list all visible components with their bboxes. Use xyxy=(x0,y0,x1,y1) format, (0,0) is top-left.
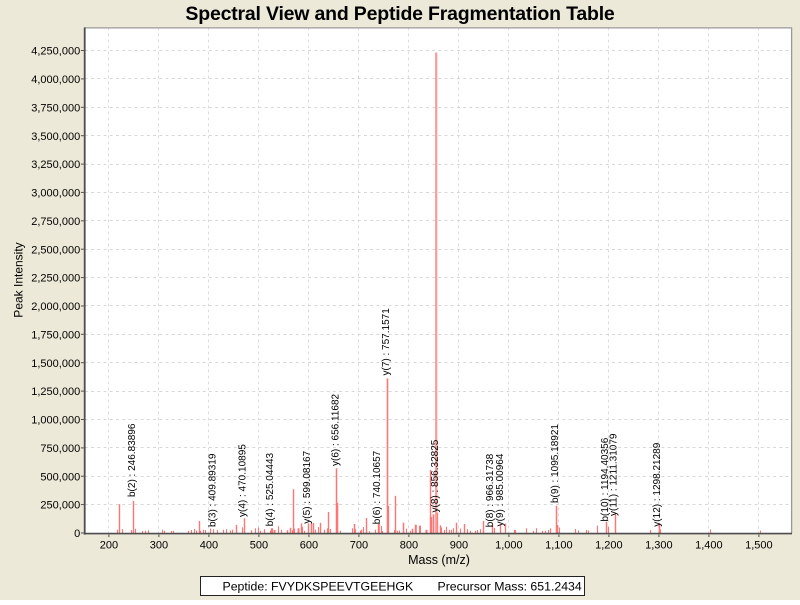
svg-text:4,000,000: 4,000,000 xyxy=(31,74,80,86)
svg-text:3,000,000: 3,000,000 xyxy=(31,188,80,200)
svg-text:3,500,000: 3,500,000 xyxy=(31,131,80,143)
svg-text:y(8) : 856.32825: y(8) : 856.32825 xyxy=(430,439,441,512)
svg-text:1,750,000: 1,750,000 xyxy=(31,329,80,341)
svg-text:y(11) : 1211.31079: y(11) : 1211.31079 xyxy=(609,433,620,516)
svg-text:1,500,000: 1,500,000 xyxy=(31,358,80,370)
svg-text:1,400: 1,400 xyxy=(695,539,723,551)
svg-text:1,100: 1,100 xyxy=(545,539,573,551)
svg-text:2,500,000: 2,500,000 xyxy=(31,244,80,256)
svg-text:Precursor Mass: 651.2434: Precursor Mass: 651.2434 xyxy=(438,580,582,594)
svg-text:Spectral View and Peptide Frag: Spectral View and Peptide Fragmentation … xyxy=(185,3,614,25)
svg-text:400: 400 xyxy=(200,539,218,551)
svg-text:0: 0 xyxy=(74,528,80,540)
svg-text:250,000: 250,000 xyxy=(40,500,80,512)
svg-text:y(7) : 757.1571: y(7) : 757.1571 xyxy=(381,308,392,376)
svg-text:Mass (m/z): Mass (m/z) xyxy=(408,553,470,567)
svg-text:Peptide: FVYDKSPEEVTGEEHGK: Peptide: FVYDKSPEEVTGEEHGK xyxy=(223,580,414,594)
svg-text:700: 700 xyxy=(350,539,368,551)
svg-text:b(8) : 966.31738: b(8) : 966.31738 xyxy=(485,453,496,527)
svg-text:300: 300 xyxy=(150,539,168,551)
svg-text:500: 500 xyxy=(250,539,268,551)
svg-text:y(4) : 470.10895: y(4) : 470.10895 xyxy=(238,444,249,517)
svg-text:3,750,000: 3,750,000 xyxy=(31,102,80,114)
svg-text:500,000: 500,000 xyxy=(40,471,80,483)
svg-text:800: 800 xyxy=(400,539,418,551)
svg-text:b(2) : 246.83896: b(2) : 246.83896 xyxy=(127,423,138,497)
svg-text:4,250,000: 4,250,000 xyxy=(31,46,80,58)
svg-text:1,500: 1,500 xyxy=(745,539,773,551)
svg-text:b(4) : 525.04443: b(4) : 525.04443 xyxy=(265,452,276,526)
svg-text:b(6) : 740.10657: b(6) : 740.10657 xyxy=(372,450,383,524)
svg-text:y(6) : 656.11682: y(6) : 656.11682 xyxy=(330,393,341,466)
svg-text:1,250,000: 1,250,000 xyxy=(31,386,80,398)
svg-text:900: 900 xyxy=(450,539,468,551)
svg-text:1,000,000: 1,000,000 xyxy=(31,415,80,427)
svg-text:3,250,000: 3,250,000 xyxy=(31,159,80,171)
svg-text:y(5) : 599.08167: y(5) : 599.08167 xyxy=(302,450,313,523)
svg-text:1,000: 1,000 xyxy=(495,539,523,551)
svg-text:y(9) : 985.00964: y(9) : 985.00964 xyxy=(495,453,506,526)
svg-text:1,200: 1,200 xyxy=(595,539,623,551)
svg-text:2,750,000: 2,750,000 xyxy=(31,216,80,228)
svg-text:2,000,000: 2,000,000 xyxy=(31,301,80,313)
svg-text:b(3) : 409.89319: b(3) : 409.89319 xyxy=(207,453,218,527)
svg-text:600: 600 xyxy=(300,539,318,551)
svg-text:750,000: 750,000 xyxy=(40,443,80,455)
svg-text:y(12) : 1298.21289: y(12) : 1298.21289 xyxy=(652,442,663,526)
svg-text:Peak Intensity: Peak Intensity xyxy=(12,242,26,317)
svg-text:2,250,000: 2,250,000 xyxy=(31,273,80,285)
svg-text:b(10) : 1194.40356: b(10) : 1194.40356 xyxy=(600,437,611,521)
svg-text:200: 200 xyxy=(100,539,118,551)
svg-text:1,300: 1,300 xyxy=(645,539,673,551)
svg-text:b(9) : 1095.18921: b(9) : 1095.18921 xyxy=(550,424,561,503)
